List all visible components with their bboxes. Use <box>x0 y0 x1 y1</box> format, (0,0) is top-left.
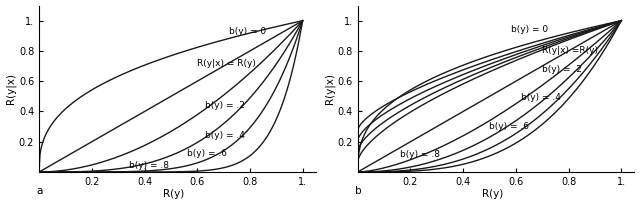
Text: b(y) = .6: b(y) = .6 <box>490 122 529 131</box>
Text: b: b <box>355 186 362 196</box>
Text: b(y) = .6: b(y) = .6 <box>187 149 227 158</box>
Y-axis label: R(y|x): R(y|x) <box>6 73 16 104</box>
Y-axis label: R(y|x): R(y|x) <box>324 73 335 104</box>
Text: b(y) = 0: b(y) = 0 <box>511 25 548 34</box>
Text: a: a <box>36 186 43 196</box>
Text: b(y) = .8: b(y) = .8 <box>400 150 440 159</box>
Text: b(y) = .2: b(y) = .2 <box>542 65 582 74</box>
Text: R(y|x) =R(y): R(y|x) =R(y) <box>542 47 598 55</box>
Text: b(y) = .2: b(y) = .2 <box>205 101 245 110</box>
Text: b(y) = .8: b(y) = .8 <box>129 161 169 170</box>
Text: b(y) = 0: b(y) = 0 <box>229 27 266 36</box>
Text: b(y) = .4: b(y) = .4 <box>205 131 245 140</box>
Text: R(y): R(y) <box>481 190 503 200</box>
Text: b(y) = .4: b(y) = .4 <box>521 93 561 102</box>
Text: R(y|x) = R(y): R(y|x) = R(y) <box>197 59 256 68</box>
Text: R(y): R(y) <box>163 190 184 200</box>
